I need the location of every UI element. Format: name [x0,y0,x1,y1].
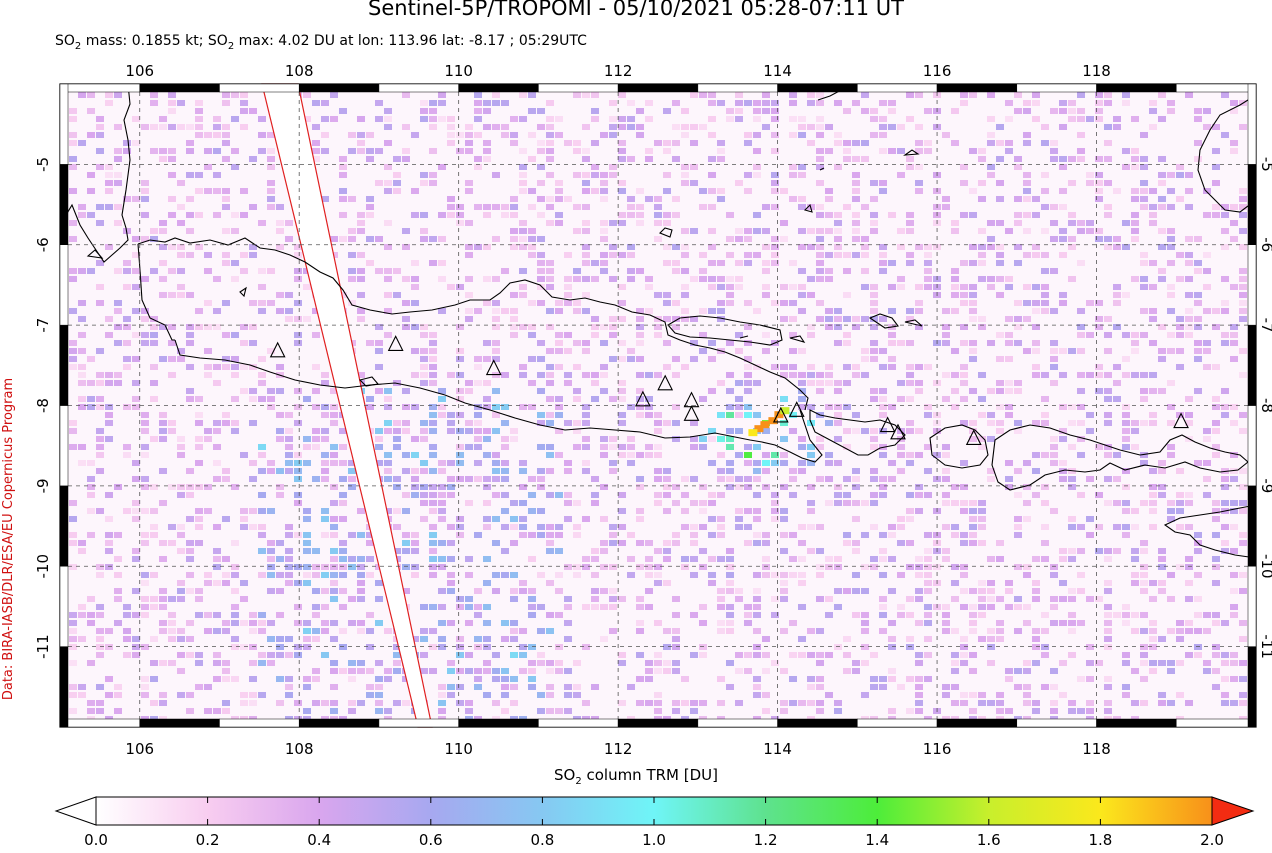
lon-tick-label: 110 [444,740,473,758]
colorbar-tick-label: 1.0 [642,831,666,849]
lon-tick-label: 114 [763,62,792,80]
lat-tick-label: -5 [1258,157,1272,172]
map-title: Sentinel-5P/TROPOMI - 05/10/2021 05:28-0… [368,0,904,20]
so2-summary: SO2 mass: 0.1855 kt; SO2 max: 4.02 DU at… [55,33,587,52]
colorbar-over-arrow [1211,796,1255,826]
volcano-icon [890,423,906,440]
lon-tick-label: 116 [923,62,952,80]
colorbar-tick-label: 1.2 [753,831,778,849]
volcano-icon [965,429,982,446]
volcano-icon [788,401,805,417]
volcano-icon [657,374,674,391]
coast-kangean [868,313,899,329]
colorbar-tick-label: 2.0 [1200,831,1224,849]
lon-tick-label: 112 [604,62,633,80]
lat-tick-label: -5 [34,157,52,172]
coast-flores [1163,504,1256,559]
coast-small-islets [86,149,923,387]
max-label-subscript: 2 [227,40,235,52]
lat-tick-label: -11 [34,634,52,659]
lon-labels-bottom: 106 108 110 112 114 116 118 [125,740,1110,758]
plot-background [60,84,1256,727]
coast-bawean [659,227,673,238]
coast-kalimantan-east [1197,94,1256,213]
colorbar-under-arrow [54,796,97,826]
lat-labels-left: -5 -6 -7 -8 -9 -10 -11 [34,157,52,659]
frame-ticks [59,83,1257,728]
lon-tick-label: 110 [444,62,473,80]
volcano-icon [634,390,651,407]
lon-tick-label: 108 [285,740,314,758]
coast-lombok [929,424,989,469]
lat-tick-label: -9 [1258,478,1272,493]
lon-tick-label: 106 [125,740,154,758]
volcano-icon [1173,412,1189,429]
coast-java-south [174,339,823,463]
lon-tick-label: 106 [125,62,154,80]
volcano-icon [387,335,404,351]
so2-field [60,84,1256,727]
colorbar-tick-label: 1.8 [1088,831,1113,849]
colorbar-tick-label: 0.0 [84,831,108,849]
lat-tick-label: -10 [1258,554,1272,579]
mass-label-prefix: SO [55,33,75,49]
colorbar-title: SO2 column TRM [DU] [0,766,1272,787]
lat-tick-label: -7 [1258,318,1272,333]
volcano-icon [683,405,700,421]
colorbar-tick-label: 1.4 [865,831,890,849]
lat-tick-label: -6 [34,237,52,252]
lat-tick-label: -8 [1258,398,1272,413]
max-value-text: max: 4.02 DU at lon: 113.96 lat: -8.17 ;… [234,33,587,49]
colorbar-tick-label: 0.8 [530,831,555,849]
colorbar-title-rest: column TRM [DU] [581,766,718,784]
lat-tick-label: -11 [1258,634,1272,659]
volcano-icon [772,406,789,423]
lon-tick-label: 114 [763,740,792,758]
colorbar-tick-label: 0.6 [418,831,443,849]
volcano-icon [485,359,502,376]
lat-tick-label: -7 [34,318,52,333]
volcano-icon [269,341,286,358]
lat-tick-label: -10 [34,554,52,579]
lon-tick-label: 108 [285,62,314,80]
colorbar-tick-label: 0.2 [195,831,220,849]
mass-value-text: mass: 0.1855 kt; SO [81,33,228,49]
lat-labels-right: -5 -6 -7 -8 -9 -10 -11 [1258,157,1272,659]
colorbar-ticks [95,797,1213,825]
volcano-markers [269,335,1189,446]
coast-sumatra [60,84,131,263]
lat-tick-label: -6 [1258,237,1272,252]
volcano-icon [879,416,896,433]
lon-tick-label: 118 [1082,62,1111,80]
colorbar-tick-label: 0.4 [307,831,332,849]
coast-bali [809,409,906,456]
mass-label-subscript: 2 [74,40,82,52]
lon-tick-label: 118 [1082,740,1111,758]
lon-tick-label: 112 [604,740,633,758]
colorbar-title-subscript: 2 [575,776,582,787]
lat-tick-label: -8 [34,398,52,413]
lon-tick-label: 116 [923,740,952,758]
lat-tick-label: -9 [34,478,52,493]
coast-sumbawa [991,424,1249,491]
colorbar-title-prefix: SO [554,766,576,784]
coast-madura [667,315,783,346]
gridlines [60,84,1256,727]
colorbar-tick-label: 1.6 [976,831,1001,849]
lon-labels-top: 106 108 110 112 114 116 118 [125,62,1110,80]
